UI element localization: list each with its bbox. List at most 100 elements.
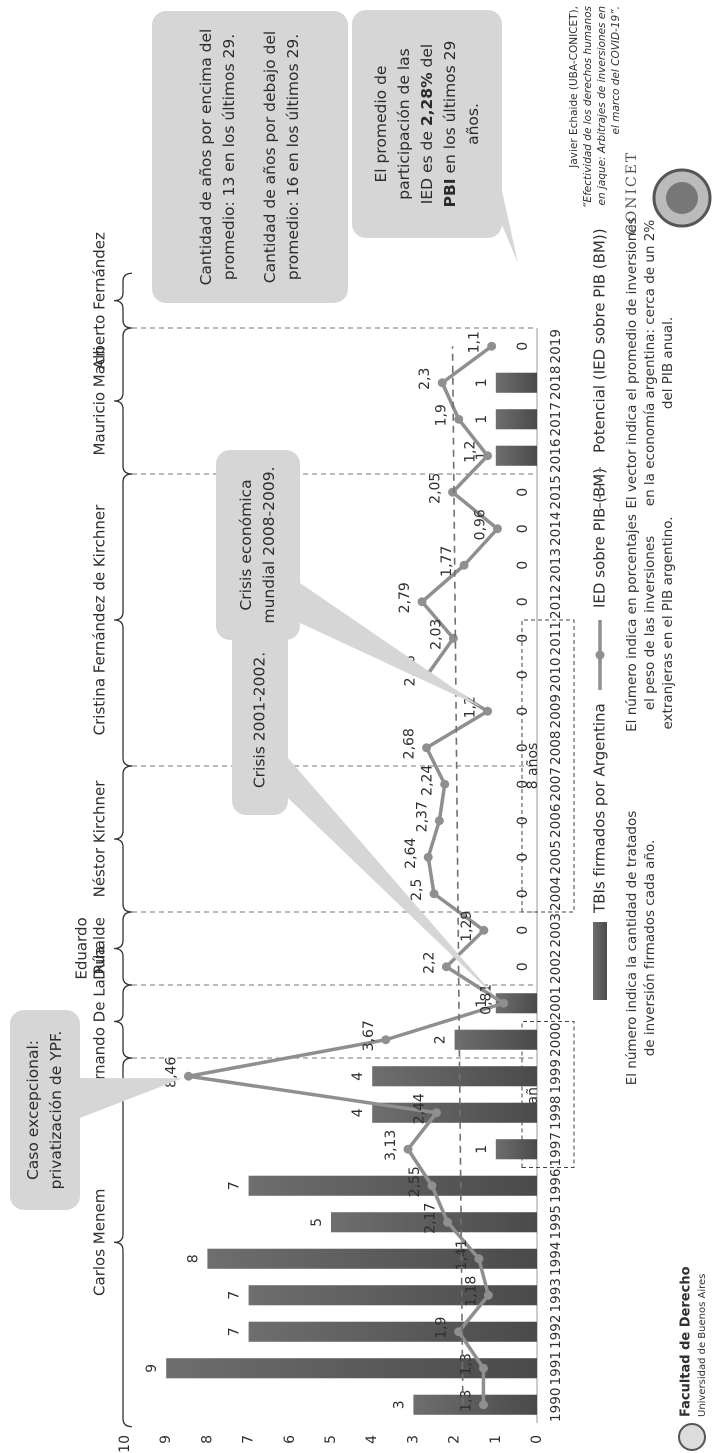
ied-value-label: 2,64 <box>403 838 419 869</box>
conicet-emblem-inner <box>666 182 698 214</box>
bar-value-label: 0 <box>515 816 531 825</box>
ied-value-label: 1,2 <box>463 441 479 463</box>
ied-value-label: 2,2 <box>421 952 437 974</box>
ied-value-label: 1,1 <box>467 331 483 353</box>
callout-box <box>232 625 288 815</box>
ied-value-label: 2,79 <box>397 582 413 613</box>
legend-label: Potencial (IED sobre PIB (BM)) <box>591 228 609 453</box>
callout-text: PBI en los últimos 29 <box>441 41 459 208</box>
attribution: “Efectividad de los derechos humanos <box>582 5 594 207</box>
x-tick-label: 2010 <box>548 658 564 692</box>
bar-value-label: 0 <box>515 561 531 570</box>
ied-value-label: 1,9 <box>434 404 450 426</box>
ied-value-label: 1,18 <box>463 1276 479 1307</box>
callout-text: promedio: 13 en los últimos 29. <box>220 34 238 280</box>
callout-text: El promedio de <box>372 66 390 183</box>
ied-value-label: 2,03 <box>428 619 444 650</box>
y-tick-label: 8 <box>199 1435 215 1444</box>
bar-value-label: 0 <box>515 962 531 971</box>
x-tick-label: 1992 <box>548 1315 564 1349</box>
bar-value-label: 5 <box>309 1218 325 1227</box>
period-box <box>521 619 575 913</box>
ied-point <box>434 816 444 826</box>
y-tick-label: 5 <box>323 1435 339 1444</box>
ied-point <box>417 597 427 607</box>
x-tick-label: 2000 <box>548 1023 564 1057</box>
legend-note: en la economía argentina: cerca de un 2% <box>642 220 658 507</box>
ied-point <box>429 889 439 899</box>
legend-note: del PIB anual. <box>660 317 676 409</box>
bar-value-label: 0 <box>515 670 531 679</box>
faculty-emblem <box>678 1423 706 1451</box>
ied-value-label: 2,5 <box>409 879 425 901</box>
president-bracket <box>113 911 133 986</box>
attribution: en jaque: Arbitrajes de inversiones en <box>596 6 608 205</box>
trend-line <box>451 346 464 1405</box>
ied-value-label: 3,67 <box>361 1020 377 1051</box>
callout-text: Cantidad de años por debajo del <box>261 31 279 283</box>
faculty-name: Facultad de Derecho <box>679 1266 694 1417</box>
legend-note: de inversión firmados cada año. <box>642 840 658 1057</box>
ied-point <box>440 779 450 789</box>
bar-value-label: 0 <box>515 707 531 716</box>
ied-point <box>427 1181 437 1191</box>
y-tick-label: 2 <box>447 1435 463 1444</box>
bar <box>495 1139 537 1160</box>
university-name: Universidad de Buenos Aires <box>697 1274 708 1417</box>
president-bracket <box>113 272 133 329</box>
ied-point <box>487 341 497 351</box>
president-bracket <box>113 473 133 767</box>
president-name: Eduardo <box>73 917 91 979</box>
bar <box>495 445 537 466</box>
bar-value-label: 7 <box>227 1181 243 1190</box>
callout-text: Caso excepcional: <box>24 1040 42 1180</box>
legend-note: el peso de las inversiones <box>642 536 658 710</box>
y-tick-label: 1 <box>488 1435 504 1444</box>
bar-value-label: 0 <box>515 597 531 606</box>
bar-value-label: 1 <box>474 999 490 1008</box>
callout-box <box>10 1010 80 1210</box>
x-tick-label: 1994 <box>548 1242 564 1276</box>
ied-point <box>483 706 493 716</box>
callout-segment: participación de las <box>395 48 413 200</box>
x-tick-label: 1991 <box>548 1351 564 1385</box>
bar-value-label: 0 <box>515 743 531 752</box>
callout-box <box>152 11 348 303</box>
conicet-logo-text: CONICET <box>624 151 640 235</box>
attribution: Javier Echaide (UBA-CONICET), <box>568 6 580 169</box>
ied-value-label: 1,77 <box>439 546 455 577</box>
ied-value-label: 0,96 <box>472 509 488 540</box>
ied-point <box>423 852 433 862</box>
callout-text: años. <box>464 103 482 145</box>
y-tick-label: 7 <box>241 1435 257 1444</box>
callout-pointer <box>502 191 518 263</box>
callout-text: privatización de YPF. <box>47 1031 65 1190</box>
callout-segment: 2,28% <box>418 72 436 126</box>
bar-value-label: 0 <box>515 488 531 497</box>
ied-point <box>381 1035 391 1045</box>
ied-value-label: 1,29 <box>459 911 475 942</box>
callout-text: promedio: 16 en los últimos 29. <box>284 34 302 280</box>
x-tick-label: 2002 <box>548 950 564 984</box>
bar-value-label: 1 <box>474 415 490 424</box>
callout-segment: El promedio de <box>372 66 390 183</box>
ied-value-label: 2,24 <box>420 765 436 796</box>
legend-note: El número indica la cantidad de tratados <box>624 811 640 1086</box>
ied-point <box>459 560 469 570</box>
y-tick-label: 10 <box>117 1435 133 1453</box>
president-bracket <box>113 765 133 913</box>
x-tick-label: 1993 <box>548 1278 564 1312</box>
ied-value-label: 1,3 <box>458 1390 474 1412</box>
ied-point <box>183 1071 193 1081</box>
callout-segment: del <box>418 44 436 73</box>
president-name: Mauricio Macri <box>91 346 109 455</box>
bar-value-label: 1 <box>474 1145 490 1154</box>
x-tick-label: 2018 <box>548 366 564 400</box>
legend-label: IED sobre PIB (BM) <box>591 468 609 608</box>
president-bracket <box>113 984 133 1059</box>
president-name: Néstor Kirchner <box>91 780 109 898</box>
bar <box>248 1285 537 1306</box>
x-tick-label: 2008 <box>548 731 564 765</box>
